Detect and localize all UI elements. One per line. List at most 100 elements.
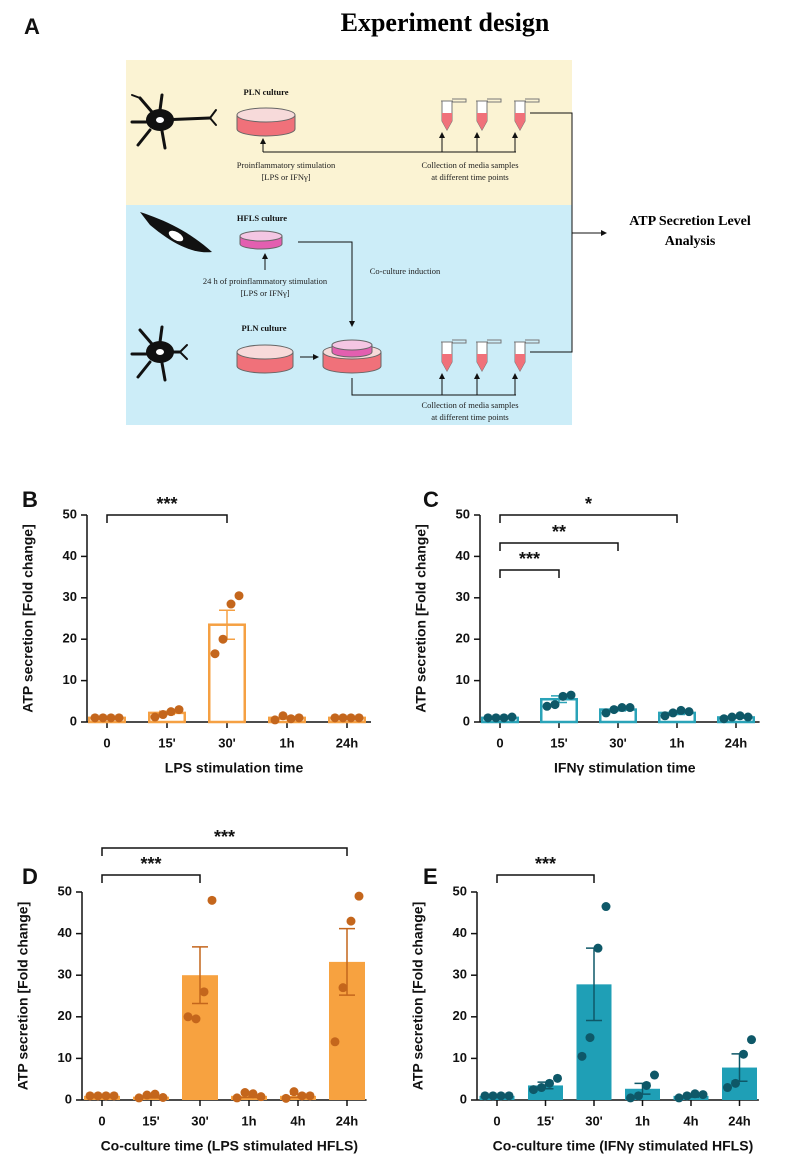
- x-tick-label: 24h: [336, 735, 358, 750]
- data-point: [191, 1014, 201, 1024]
- data-point: [98, 713, 108, 723]
- x-tick-label: 15': [550, 735, 568, 750]
- label: PLN culture: [244, 87, 289, 97]
- data-point: [158, 1093, 168, 1103]
- y-tick-label: 20: [63, 631, 77, 646]
- significance-label: ***: [140, 854, 161, 874]
- dish-icon: [236, 344, 294, 374]
- data-point: [281, 1093, 291, 1103]
- data-point: [593, 943, 603, 953]
- significance-bracket: [499, 514, 678, 523]
- label: HFLS culture: [237, 213, 287, 223]
- data-point: [650, 1070, 659, 1080]
- data-point: [330, 713, 340, 723]
- x-axis-label: LPS stimulation time: [165, 760, 304, 776]
- data-point: [727, 712, 737, 722]
- y-tick-label: 0: [65, 1091, 72, 1106]
- data-point: [183, 1012, 193, 1022]
- x-tick-label: 1h: [241, 1113, 256, 1128]
- panel-label: A: [24, 14, 40, 39]
- data-point: [226, 599, 236, 609]
- y-tick-label: 50: [58, 883, 72, 898]
- top-region: [126, 60, 572, 205]
- data-point: [346, 916, 356, 926]
- data-point: [346, 713, 356, 723]
- x-axis-label: IFNγ stimulation time: [554, 760, 696, 776]
- y-tick-label: 30: [58, 967, 72, 982]
- data-point: [550, 700, 560, 710]
- data-point: [668, 708, 678, 718]
- significance-bracket: [499, 569, 560, 578]
- y-axis-label: ATP secretion [Fold change]: [20, 524, 36, 713]
- label: PLN culture: [242, 323, 287, 333]
- tubes: [439, 339, 540, 395]
- x-tick-label: 30': [218, 735, 236, 750]
- data-point: [504, 1091, 514, 1101]
- data-point: [210, 649, 220, 659]
- label: at different time points: [431, 172, 509, 182]
- data-point: [537, 1083, 546, 1093]
- data-point: [150, 1089, 160, 1099]
- significance-bracket: [101, 874, 201, 883]
- tube-liquid: [515, 354, 525, 371]
- data-point: [585, 1033, 595, 1043]
- data-point: [553, 1073, 562, 1083]
- data-point: [674, 1093, 684, 1103]
- panel-label: E: [423, 864, 438, 889]
- data-point: [150, 712, 160, 722]
- tube-cap: [476, 98, 502, 103]
- significance-bracket: [499, 542, 619, 551]
- significance-label: ***: [519, 549, 540, 569]
- label: [LPS or IFNγ]: [261, 172, 310, 182]
- data-point: [731, 1078, 740, 1088]
- tube-cap: [441, 339, 467, 344]
- fibroblast-icon: [140, 212, 212, 253]
- x-tick-label: 15': [142, 1113, 160, 1128]
- x-tick-label: 0: [103, 735, 110, 750]
- data-point: [207, 895, 217, 905]
- data-point: [499, 713, 509, 723]
- data-point: [739, 1049, 748, 1059]
- data-point: [682, 1091, 692, 1101]
- bar: [84, 1095, 120, 1100]
- data-point: [626, 1093, 635, 1103]
- x-tick-label: 4h: [683, 1113, 698, 1128]
- data-point: [218, 634, 228, 644]
- y-axis-label: ATP secretion [Fold change]: [15, 902, 31, 1091]
- data-point: [496, 1091, 506, 1101]
- significance-label: ***: [535, 854, 556, 874]
- data-point: [330, 1037, 340, 1047]
- data-point: [491, 713, 501, 723]
- data-point: [294, 713, 304, 723]
- figure-title: Experiment design: [341, 8, 550, 37]
- x-tick-label: 24h: [728, 1113, 750, 1128]
- x-tick-label: 0: [98, 1113, 105, 1128]
- diagram: PLN culture Proinflammatory stimulation …: [126, 60, 751, 425]
- y-axis-label: ATP secretion [Fold change]: [410, 902, 426, 1091]
- y-tick-label: 10: [456, 672, 470, 687]
- data-point: [278, 711, 288, 721]
- tube-liquid: [442, 113, 452, 130]
- data-point: [134, 1093, 144, 1103]
- label: [LPS or IFNγ]: [240, 288, 289, 298]
- tube-cap: [514, 98, 540, 103]
- data-point: [85, 1091, 95, 1101]
- dish-icon: [236, 107, 296, 137]
- significance-label: ***: [156, 494, 177, 514]
- tube-liquid: [477, 113, 487, 130]
- data-point: [158, 710, 168, 720]
- data-point: [566, 690, 576, 700]
- neuron-icon: [130, 325, 188, 382]
- tube-cap: [441, 98, 467, 103]
- tubes: [439, 98, 540, 152]
- data-point: [354, 891, 364, 901]
- error-bar: [192, 946, 208, 1005]
- data-point: [634, 1091, 643, 1101]
- y-tick-label: 20: [456, 631, 470, 646]
- tube-liquid: [515, 113, 525, 130]
- y-tick-label: 30: [63, 589, 77, 604]
- x-tick-label: 1h: [279, 735, 294, 750]
- data-point: [507, 712, 517, 722]
